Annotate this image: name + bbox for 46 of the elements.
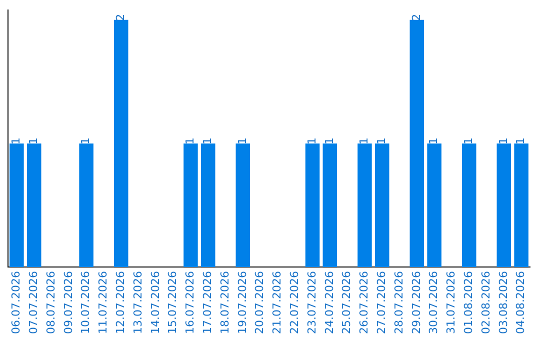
x-tick-label: 14.07.2026 (148, 271, 162, 334)
x-tick-label: 24.07.2026 (322, 271, 336, 334)
data-label: 1 (200, 137, 214, 144)
x-tick-label: 03.08.2026 (496, 271, 510, 334)
data-label: 1 (374, 137, 388, 144)
x-tick-label: 12.07.2026 (114, 271, 127, 334)
x-tick-label: 21.07.2026 (270, 271, 284, 334)
x-tick-label: 13.07.2026 (131, 271, 144, 334)
x-tick-label: 02.08.2026 (479, 271, 492, 334)
x-tick-label: 27.07.2026 (374, 271, 388, 334)
x-tick-label: 22.07.2026 (288, 271, 301, 334)
x-tick-label: 20.07.2026 (253, 271, 266, 334)
data-label: 1 (10, 137, 23, 144)
data-label: 2 (410, 14, 423, 21)
x-tick-label: 18.07.2026 (218, 271, 232, 334)
data-label: 1 (358, 137, 371, 144)
x-tick-label: 31.07.2026 (444, 271, 458, 334)
x-tick-label: 30.07.2026 (427, 271, 440, 334)
x-tick-label: 17.07.2026 (200, 271, 214, 334)
x-tick-label: 06.07.2026 (10, 271, 23, 334)
x-tick-label: 10.07.2026 (79, 271, 92, 334)
data-label: 1 (462, 137, 475, 144)
x-tick-label: 16.07.2026 (184, 271, 197, 334)
x-tick-label: 29.07.2026 (410, 271, 423, 334)
data-label: 1 (79, 137, 92, 144)
data-label: 1 (514, 137, 528, 144)
data-label: 1 (236, 137, 249, 144)
x-tick-label: 07.07.2026 (26, 271, 40, 334)
x-tick-label: 11.07.2026 (96, 271, 110, 334)
data-label: 1 (427, 137, 440, 144)
x-tick-label: 23.07.2026 (305, 271, 318, 334)
x-tick-label: 08.07.2026 (44, 271, 58, 334)
x-tick-label: 28.07.2026 (392, 271, 406, 334)
data-label: 2 (114, 14, 127, 21)
x-tick-label: 25.07.2026 (340, 271, 354, 334)
data-label: 1 (305, 137, 318, 144)
data-label: 1 (184, 137, 197, 144)
x-tick-label: 04.08.2026 (514, 271, 528, 334)
x-tick-label: 26.07.2026 (358, 271, 371, 334)
data-label: 1 (26, 137, 40, 144)
x-tick-label: 15.07.2026 (166, 271, 180, 334)
x-tick-label: 09.07.2026 (62, 271, 75, 334)
data-label: 1 (496, 137, 510, 144)
data-label: 1 (322, 137, 336, 144)
x-tick-label: 19.07.2026 (236, 271, 249, 334)
x-tick-label: 01.08.2026 (462, 271, 475, 334)
